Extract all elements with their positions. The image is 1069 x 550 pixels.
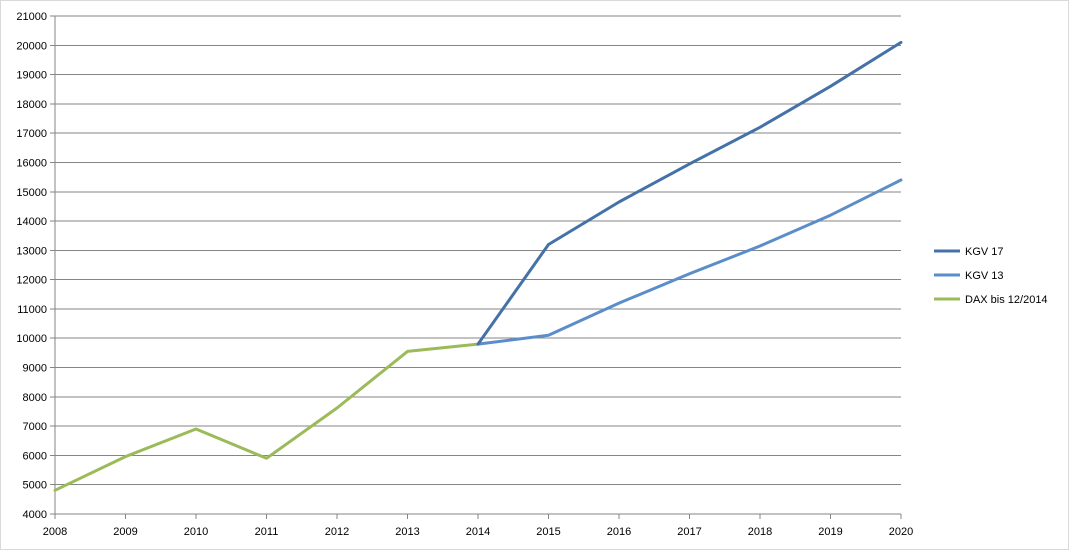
x-tick-label: 2008 (43, 526, 67, 538)
axes: 4000 5000 6000 7000 8000 9000 10000 11000 12000 1… (16, 11, 913, 538)
y-tick-label: 21000 (16, 11, 47, 23)
x-tick-label: 2010 (184, 526, 208, 538)
series-line-dax-bis-12-2014 (53, 342, 480, 492)
x-tick-label: 2011 (255, 526, 279, 538)
y-tick-label: 5000 (23, 480, 47, 492)
y-tick-label: 11000 (17, 304, 47, 316)
x-tick-label: 2019 (818, 526, 842, 538)
x-tick-label: 2009 (113, 526, 137, 538)
x-tick-label: 2015 (536, 526, 560, 538)
y-tick-label: 10000 (16, 333, 47, 345)
y-tick-label: 9000 (23, 363, 47, 375)
series-lines (53, 40, 903, 492)
series-line-kgv-17 (476, 40, 903, 346)
y-tick-label: 16000 (16, 157, 47, 169)
x-tick-label: 2013 (395, 526, 419, 538)
gridlines (55, 15, 901, 515)
y-tick-label: 20000 (16, 40, 47, 52)
y-tick-label: 18000 (16, 99, 47, 111)
x-tick-label: 2012 (325, 526, 349, 538)
y-tick-label: 15000 (16, 187, 47, 199)
legend-label-dax-bis-12-2014: DAX bis 12/2014 (965, 294, 1048, 306)
y-tick-label: 17000 (16, 128, 47, 140)
x-tick-label: 2016 (607, 526, 631, 538)
y-tick-label: 19000 (16, 70, 47, 82)
y-tick-label: 4000 (23, 509, 47, 521)
y-tick-label: 8000 (23, 392, 47, 404)
y-tick-label: 12000 (16, 275, 47, 287)
x-tick-label: 2020 (889, 526, 913, 538)
y-tick-label: 6000 (23, 450, 47, 462)
legend-label-kgv-17: KGV 17 (965, 246, 1004, 258)
y-tick-label: 13000 (16, 245, 47, 257)
legend-label-kgv-13: KGV 13 (965, 270, 1004, 282)
x-tick-label: 2018 (748, 526, 772, 538)
legend: KGV 17 KGV 13 DAX bis 12/2014 (934, 246, 1048, 306)
series-line-kgv-13 (476, 178, 903, 346)
x-tick-label: 2014 (466, 526, 490, 538)
x-tick-label: 2017 (677, 526, 701, 538)
y-tick-label: 14000 (16, 216, 47, 228)
y-tick-label: 7000 (23, 421, 47, 433)
